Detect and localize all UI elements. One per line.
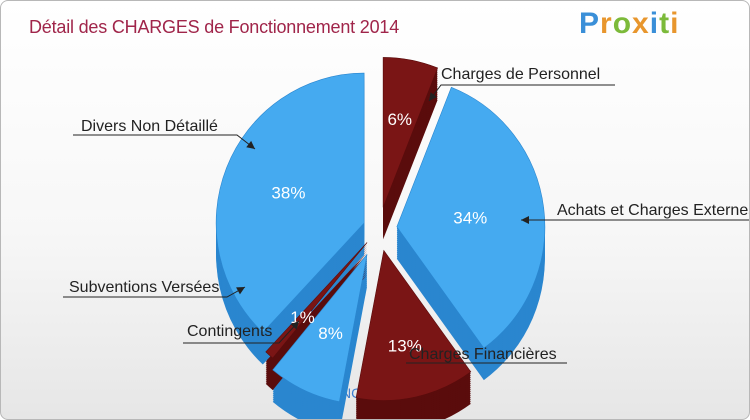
logo-letter: P — [579, 7, 601, 40]
leader-line — [73, 134, 256, 150]
logo-letter: r — [600, 7, 613, 40]
proxiti-logo: Proxiti — [579, 7, 679, 41]
pie-slice-5 — [215, 72, 365, 333]
category-label: Charges de Personnel — [441, 66, 600, 83]
logo-letter: t — [659, 7, 671, 40]
logo-letter: i — [649, 7, 660, 40]
category-label: Achats et Charges Externes — [557, 202, 750, 219]
logo-letter: x — [632, 7, 650, 40]
callouts: Charges de Personnel Achats et Charges Ex… — [63, 66, 750, 364]
pie-slice-3 — [272, 254, 368, 403]
category-label: Charges Financières — [409, 346, 557, 363]
category-label: Subventions Versées — [69, 279, 219, 296]
leader-arrow — [429, 92, 437, 101]
logo-letter: o — [612, 7, 633, 40]
leader-arrow — [236, 287, 245, 295]
leader-line — [183, 320, 300, 344]
leader-arrow — [246, 140, 255, 149]
percent-label: 34% — [453, 208, 487, 227]
leader-arrow — [521, 216, 529, 224]
percent-label: 6% — [387, 110, 412, 129]
percent-label: 8% — [318, 324, 343, 343]
pie-slice-1 — [396, 86, 546, 349]
logo-letter: i — [670, 7, 680, 40]
percent-label: 1% — [290, 308, 315, 327]
percent-label: 13% — [388, 337, 422, 356]
category-label: Contingents — [187, 323, 272, 340]
pie-slice-0 — [382, 57, 438, 208]
percent-label: 38% — [271, 184, 305, 203]
leader-arrow — [290, 321, 299, 330]
chart-title: Détail des CHARGES de Fonctionnement 201… — [29, 17, 400, 37]
category-label: Divers Non Détaillé — [81, 118, 218, 135]
